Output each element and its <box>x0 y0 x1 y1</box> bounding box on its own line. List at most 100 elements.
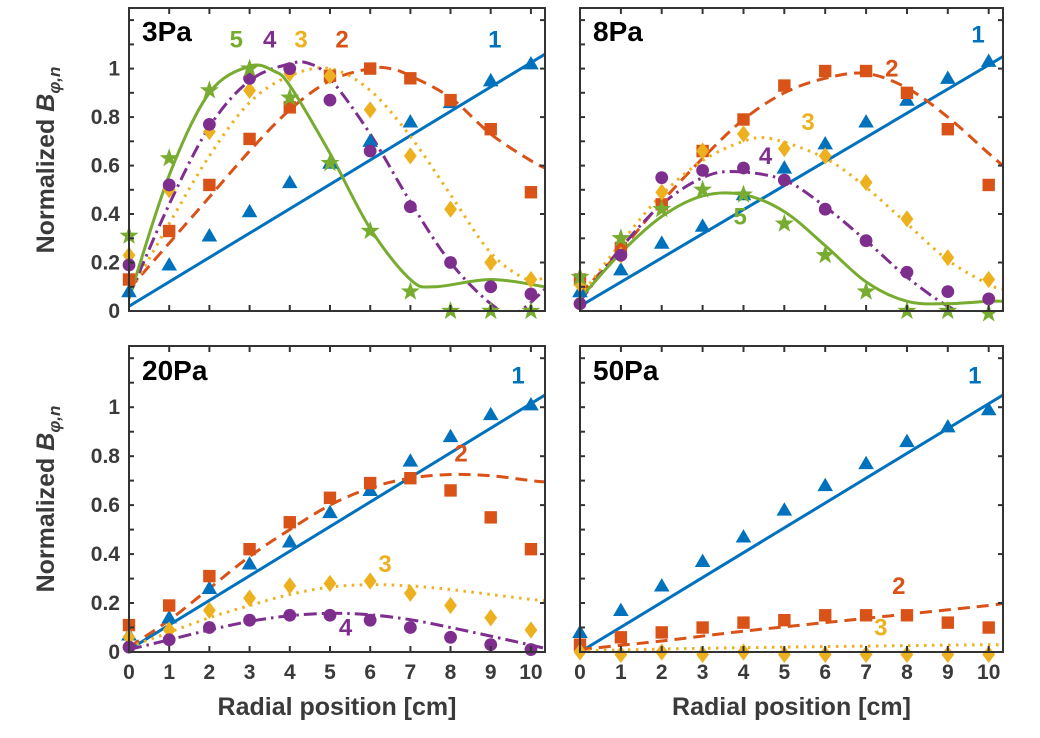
y-axis-title-subscript: φ,n <box>45 405 64 433</box>
diamond-marker <box>484 609 498 627</box>
square-marker <box>524 542 538 556</box>
square-marker <box>363 62 377 75</box>
circle-marker <box>737 161 750 175</box>
triangle-marker <box>281 174 298 189</box>
square-marker <box>982 178 995 192</box>
diamond-marker <box>614 645 628 664</box>
triangle-marker <box>201 228 218 242</box>
series-label-4: 4 <box>339 615 353 642</box>
y-tick-label: 0.4 <box>91 543 121 566</box>
triangle-marker <box>523 396 539 411</box>
triangle-marker <box>858 114 874 128</box>
series-label-3: 3 <box>874 615 887 642</box>
diamond-marker <box>818 645 832 664</box>
square-marker <box>737 113 750 126</box>
y-axis-title-subscript: φ,n <box>45 66 64 94</box>
triangle-marker <box>613 602 629 616</box>
triangle-marker <box>858 455 874 470</box>
x-tick-label: 3 <box>697 661 709 684</box>
triangle-marker <box>201 580 218 594</box>
series-label-4: 4 <box>759 143 773 170</box>
fit-line-series-3 <box>580 135 1003 298</box>
triangle-marker <box>694 553 711 568</box>
diamond-marker <box>444 596 457 615</box>
triangle-marker <box>482 72 499 87</box>
fit-line-series-2 <box>580 601 1003 652</box>
circle-marker <box>363 144 377 158</box>
circle-marker <box>982 292 996 306</box>
circle-marker <box>403 621 417 634</box>
star-marker <box>693 179 713 198</box>
diamond-marker <box>403 147 417 165</box>
diamond-marker <box>444 200 457 218</box>
triangle-marker <box>980 401 997 416</box>
square-marker <box>655 626 668 639</box>
circle-marker <box>323 93 337 107</box>
x-tick-label: 1 <box>163 661 175 684</box>
series-label-5: 5 <box>230 27 243 54</box>
square-marker <box>444 484 457 497</box>
circle-marker <box>941 285 955 299</box>
fit-line-series-4 <box>580 170 1003 311</box>
x-tick-label: 7 <box>405 661 417 684</box>
triangle-marker <box>613 261 629 276</box>
square-marker <box>696 621 709 634</box>
square-marker <box>243 542 256 556</box>
square-marker <box>283 101 296 114</box>
circle-marker <box>243 613 256 627</box>
circle-marker <box>655 171 669 185</box>
x-tick-label: 5 <box>778 661 790 684</box>
star-marker <box>815 245 835 264</box>
fit-line-series-1 <box>580 393 1003 652</box>
x-tick-label: 10 <box>519 661 542 684</box>
triangle-marker <box>694 218 711 232</box>
x-tick-label: 6 <box>819 661 831 684</box>
fit-line-series-3 <box>129 583 545 649</box>
circle-marker <box>363 613 377 627</box>
diamond-marker <box>941 249 955 267</box>
y-tick-label: 0 <box>108 641 120 664</box>
triangle-marker <box>241 556 258 570</box>
square-marker <box>243 132 256 146</box>
diamond-marker <box>737 125 750 143</box>
y-tick-label: 0.8 <box>91 106 121 129</box>
y-tick-label: 1 <box>108 58 120 81</box>
y-tick-labels: 0 0.2 0.4 0.6 0.8 1 <box>91 58 121 323</box>
triangle-marker <box>940 418 956 433</box>
series-label-2: 2 <box>885 56 898 83</box>
circle-marker <box>162 633 176 647</box>
star-marker <box>856 281 876 300</box>
triangle-marker <box>402 114 419 128</box>
diamond-marker <box>941 645 955 664</box>
x-tick-label: 8 <box>445 661 457 684</box>
star-marker <box>159 148 179 167</box>
square-marker <box>203 569 216 583</box>
diamond-marker <box>323 67 337 85</box>
series-label-2: 2 <box>892 573 905 600</box>
diamond-marker <box>524 270 538 289</box>
triangle-marker <box>735 529 752 543</box>
circle-marker <box>818 202 832 216</box>
diamond-marker <box>859 173 873 192</box>
panel-title-3pa: 3Pa <box>142 16 192 47</box>
square-marker <box>900 86 914 100</box>
x-tick-label: 1 <box>615 661 627 684</box>
y-axis-title-prefix: Normalized <box>32 111 60 254</box>
square-marker <box>404 72 417 85</box>
circle-marker <box>696 164 710 177</box>
markers-series-1 <box>572 401 997 639</box>
star-marker <box>400 281 420 300</box>
y-tick-label: 1 <box>108 396 120 419</box>
triangle-marker <box>322 504 338 519</box>
series-label-1: 1 <box>511 362 524 389</box>
diamond-marker <box>818 147 832 165</box>
square-marker <box>162 599 176 612</box>
y-tick-label: 0.4 <box>91 203 121 226</box>
x-tick-labels: 0 1 2 3 4 5 6 7 8 9 10 <box>574 661 1000 684</box>
y-tick-label: 0.6 <box>91 155 120 178</box>
star-marker <box>979 303 999 322</box>
diamond-marker <box>982 645 996 664</box>
square-marker <box>484 123 497 136</box>
x-axis-title-right: Radial position [cm] <box>672 693 911 721</box>
